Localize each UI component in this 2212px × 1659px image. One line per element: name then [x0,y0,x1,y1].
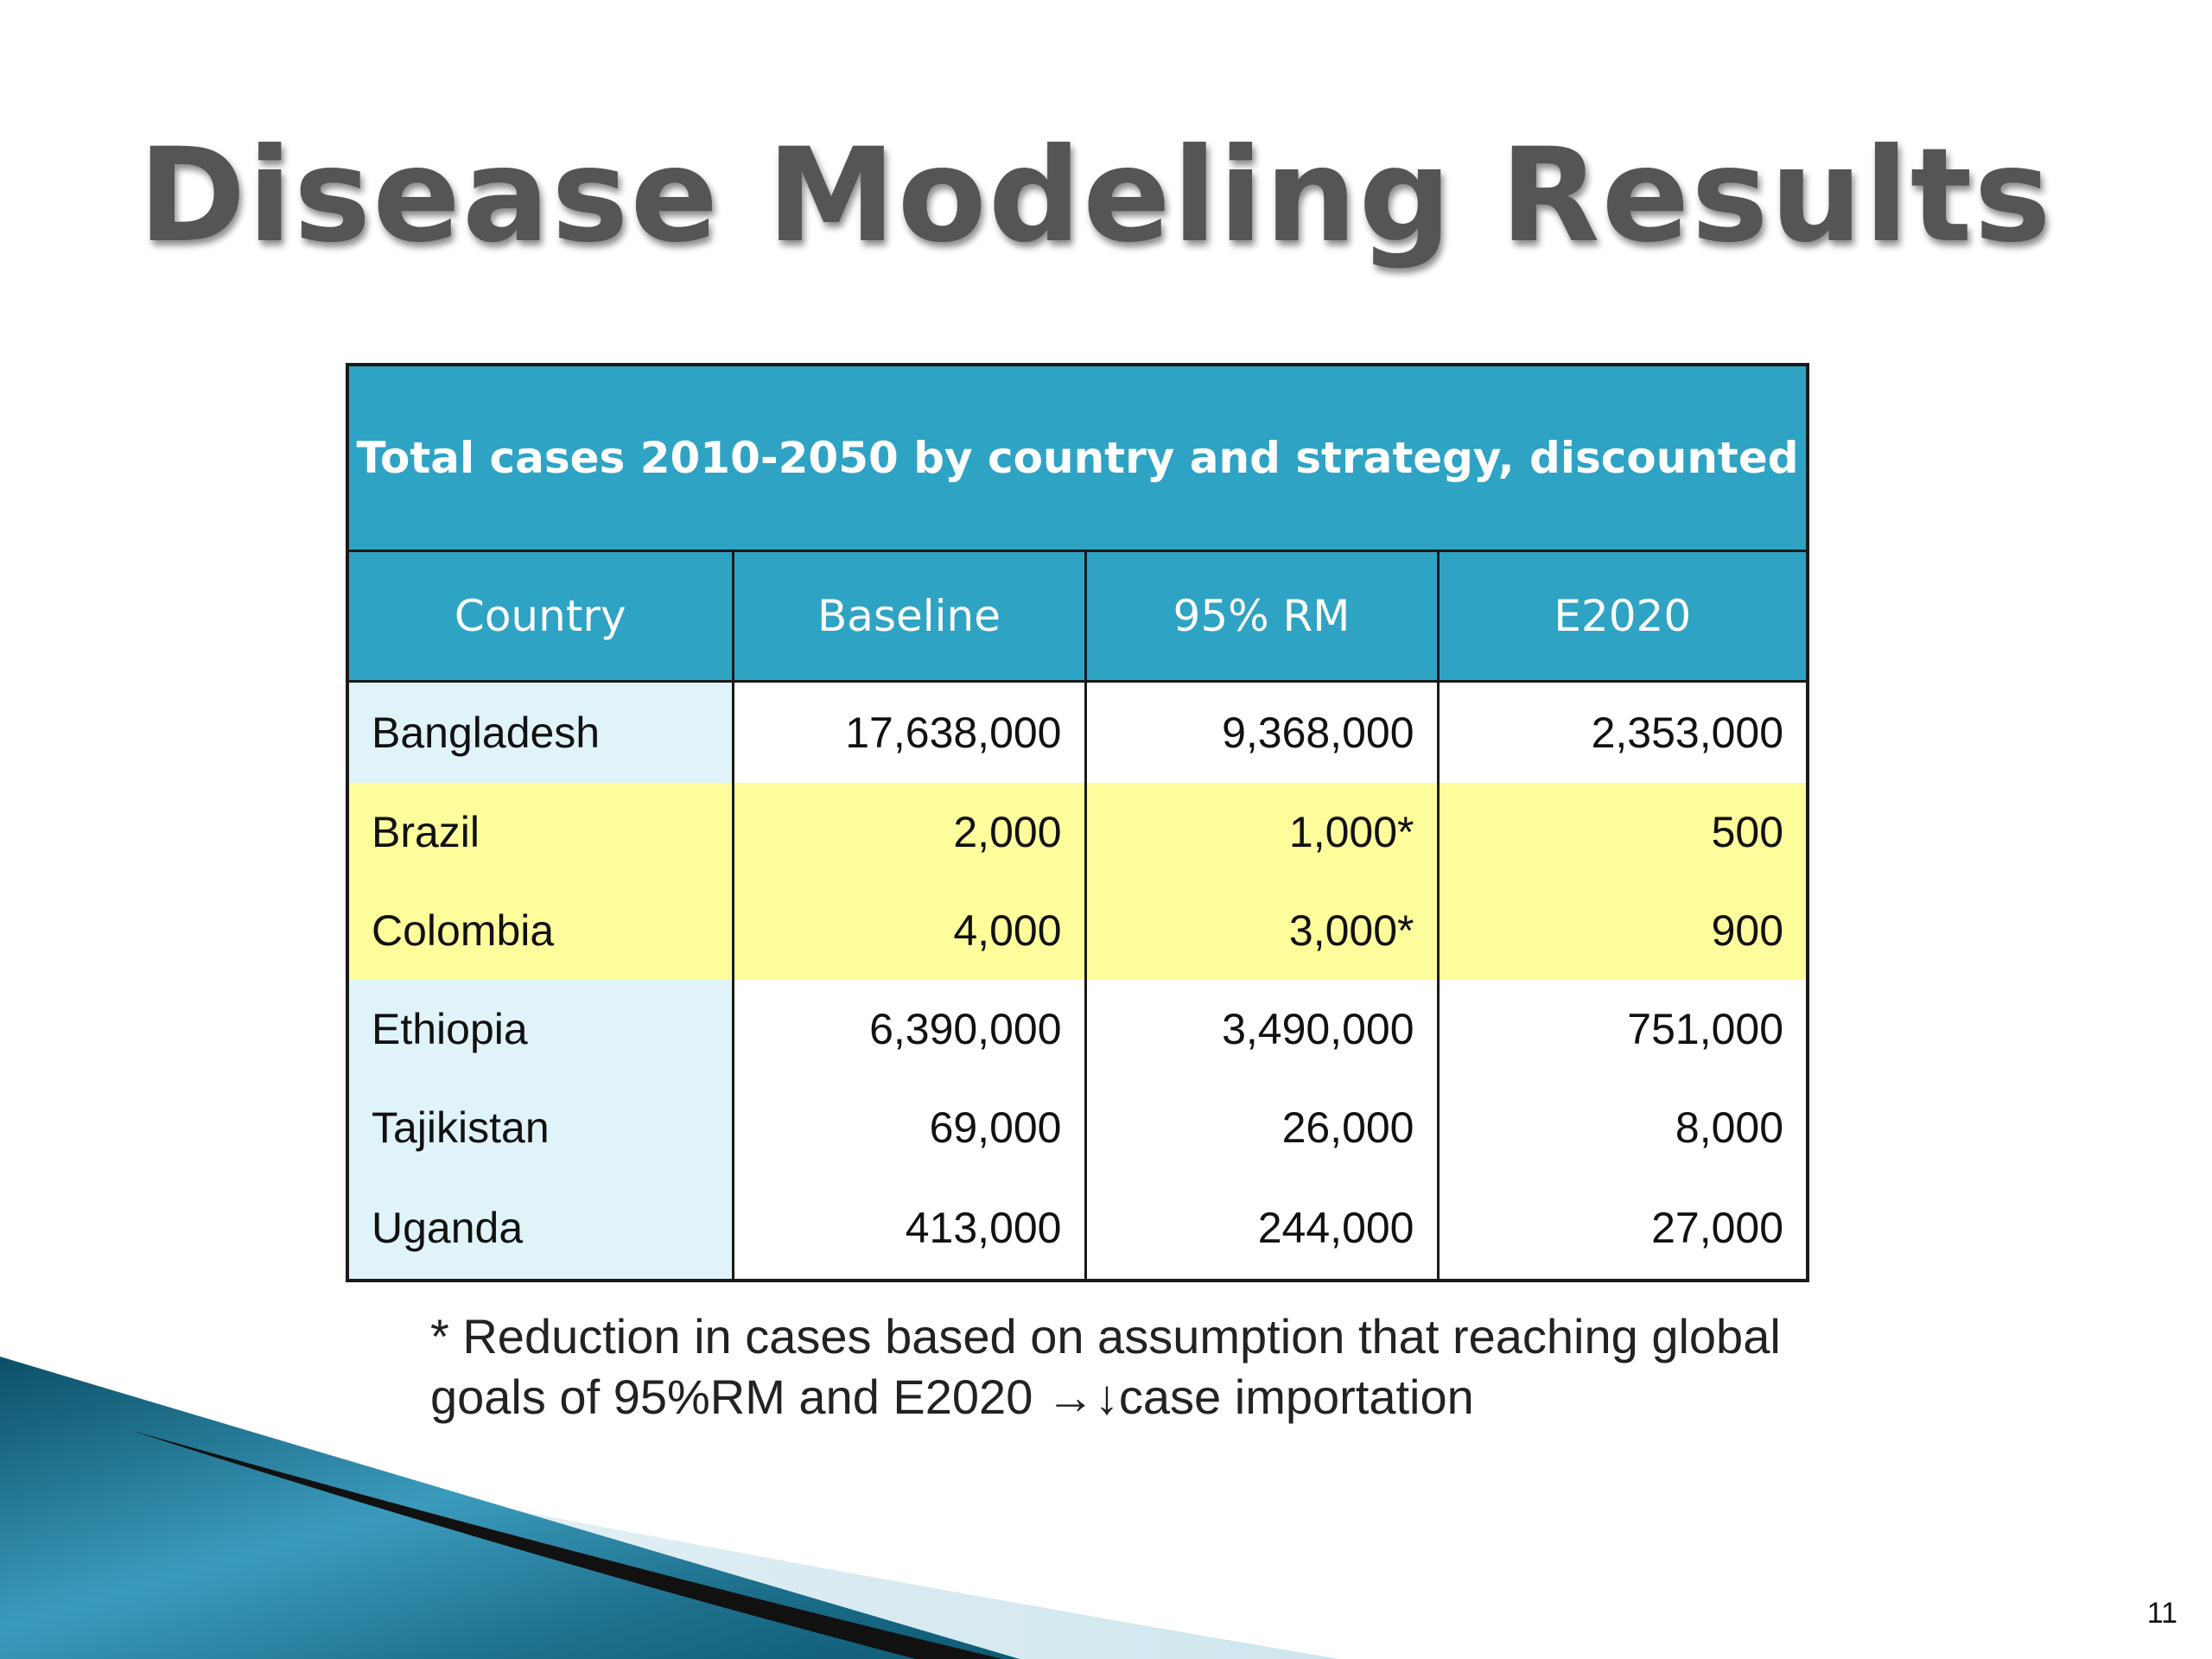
footnote: * Reduction in cases based on assumption… [430,1306,1847,1427]
e2020-cell: 27,000 [1436,1177,1809,1281]
table-row-highlighted: Colombia 4,000 3,000* 900 [346,881,1809,980]
table-row: Ethiopia 6,390,000 3,490,000 751,000 [346,980,1809,1078]
e2020-cell: 500 [1436,783,1809,881]
rm95-cell: 3,490,000 [1084,980,1440,1078]
column-header-baseline: Baseline [731,550,1087,683]
e2020-cell: 2,353,000 [1436,681,1809,783]
slide-title: Disease Modeling Results [138,121,2053,271]
country-cell: Colombia [346,881,734,980]
e2020-cell: 900 [1436,881,1809,980]
results-table: Total cases 2010-2050 by country and str… [346,363,1810,1282]
baseline-cell: 6,390,000 [731,980,1087,1078]
footnote-line-2: goals of 95%RM and E2020 →↓case importat… [430,1370,1474,1424]
e2020-cell: 751,000 [1436,980,1809,1078]
column-header-e2020: E2020 [1436,550,1809,683]
e2020-cell: 8,000 [1436,1078,1809,1177]
table-row: Uganda 413,000 244,000 27,000 [346,1177,1809,1281]
country-cell: Ethiopia [346,980,734,1078]
rm95-cell: 3,000* [1084,881,1440,980]
baseline-cell: 17,638,000 [731,681,1087,783]
country-cell: Tajikistan [346,1078,734,1177]
slide-corner-swoosh-decoration [0,1357,1339,1659]
footnote-line-1: * Reduction in cases based on assumption… [430,1309,1781,1363]
country-cell: Brazil [346,783,734,881]
table-caption: Total cases 2010-2050 by country and str… [346,363,1809,552]
baseline-cell: 2,000 [731,783,1087,881]
rm95-cell: 244,000 [1084,1177,1440,1281]
table-row-highlighted: Brazil 2,000 1,000* 500 [346,783,1809,881]
table-header-row: Country Baseline 95% RM E2020 [346,550,1809,683]
page-number: 11 [2146,1597,2177,1630]
country-cell: Uganda [346,1177,734,1281]
rm95-cell: 1,000* [1084,783,1440,881]
column-header-country: Country [346,550,734,683]
country-cell: Bangladesh [346,681,734,783]
baseline-cell: 4,000 [731,881,1087,980]
baseline-cell: 413,000 [731,1177,1087,1281]
rm95-cell: 9,368,000 [1084,681,1440,783]
column-header-95rm: 95% RM [1084,550,1440,683]
table-row: Tajikistan 69,000 26,000 8,000 [346,1078,1809,1177]
baseline-cell: 69,000 [731,1078,1087,1177]
table-row: Bangladesh 17,638,000 9,368,000 2,353,00… [346,681,1809,783]
table-caption-row: Total cases 2010-2050 by country and str… [346,363,1809,552]
rm95-cell: 26,000 [1084,1078,1440,1177]
